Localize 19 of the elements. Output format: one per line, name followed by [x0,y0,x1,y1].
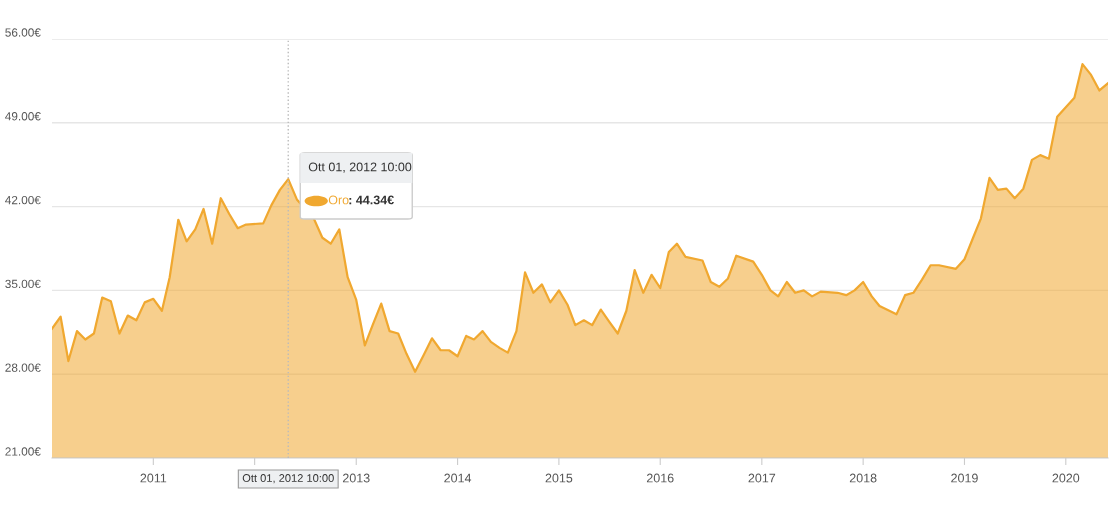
y-tick-label: 35.00€ [5,279,41,289]
x-tick-label: 2020 [1052,473,1080,483]
x-tick-label: 2013 [342,473,370,483]
legend-label: Oro [328,195,349,205]
x-tick-label: 2018 [849,473,877,483]
text: Ott 01, 2012 10:00 [242,474,334,484]
x-tick-label: 2014 [444,473,472,483]
y-tick-label: 42.00€ [5,195,41,205]
x-tick-label: 2011 [140,473,167,483]
x-tick-label: 2016 [646,473,674,483]
y-tick-label: 21.00€ [5,447,41,456]
annotation: : 44.34€ [349,195,394,205]
annotation: Ott 01, 2012 10:00 [308,162,412,173]
y-tick-label: 49.00€ [5,112,41,121]
x-tick-label: 2017 [748,473,776,483]
y-tick-label: 56.00€ [5,28,41,37]
x-tick-label: 2019 [951,473,978,483]
y-tick-label: 28.00€ [5,363,41,372]
x-tick-label: 2015 [545,473,573,483]
